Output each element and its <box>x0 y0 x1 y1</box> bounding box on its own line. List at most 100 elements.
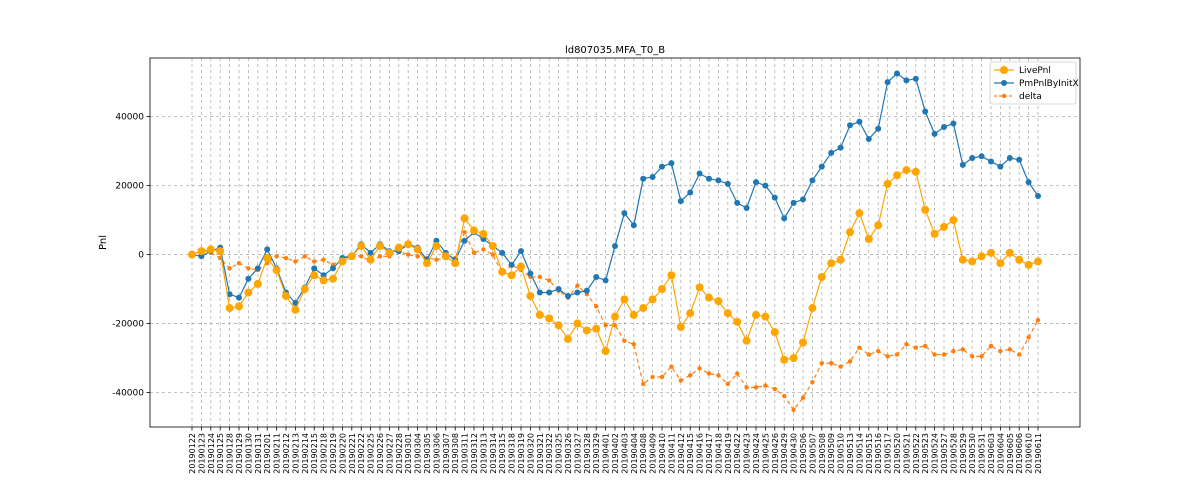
data-point-LivePnl <box>413 245 422 254</box>
x-tick-label: 20190131 <box>254 433 263 474</box>
x-tick-label: 20190508 <box>818 433 827 474</box>
data-point-LivePnl <box>752 310 760 319</box>
x-tick-label: 20190320 <box>526 433 535 474</box>
data-point-LivePnl <box>761 312 770 321</box>
x-tick-label: 20190122 <box>188 433 197 474</box>
x-tick-label: 20190423 <box>743 433 752 474</box>
data-point-PmPnlByInitX <box>837 144 844 151</box>
data-point-LivePnl <box>705 293 713 302</box>
data-point-PmPnlByInitX <box>254 265 261 272</box>
data-point-LivePnl <box>846 228 854 237</box>
data-point-delta <box>622 338 627 343</box>
x-tick-label: 20190521 <box>902 433 911 474</box>
data-point-PmPnlByInitX <box>546 289 553 296</box>
x-tick-label: 20190321 <box>536 433 545 474</box>
data-point-delta <box>970 354 975 359</box>
x-tick-label: 20190201 <box>263 433 272 474</box>
data-point-PmPnlByInitX <box>687 189 694 196</box>
data-point-delta <box>1035 317 1041 323</box>
data-point-PmPnlByInitX <box>912 75 919 82</box>
legend-box <box>989 61 1077 105</box>
x-tick-label: 20190125 <box>216 433 225 474</box>
x-tick-label: 20190315 <box>498 433 507 474</box>
x-tick-label: 20190411 <box>667 433 676 474</box>
data-point-delta <box>791 407 796 412</box>
x-tick-label: 20190124 <box>207 433 216 474</box>
data-point-delta <box>960 347 965 352</box>
data-point-LivePnl <box>817 272 826 281</box>
x-tick-label: 20190313 <box>479 433 488 474</box>
data-point-delta <box>659 374 665 380</box>
x-tick-label: 20190523 <box>921 433 930 474</box>
data-point-delta <box>894 352 900 357</box>
data-point-LivePnl <box>338 257 347 266</box>
data-point-LivePnl <box>629 310 638 319</box>
x-tick-label: 20190403 <box>620 433 629 474</box>
data-point-LivePnl <box>723 309 732 318</box>
data-point-PmPnlByInitX <box>236 294 242 301</box>
data-point-PmPnlByInitX <box>640 175 647 182</box>
data-point-LivePnl <box>874 221 883 230</box>
data-point-LivePnl <box>235 302 243 311</box>
data-point-PmPnlByInitX <box>574 289 581 296</box>
data-point-LivePnl <box>253 279 262 288</box>
data-point-LivePnl <box>244 288 253 297</box>
legend-swatch-marker-delta <box>1001 93 1007 99</box>
data-point-delta <box>377 254 383 259</box>
x-tick-label: 20190528 <box>949 433 958 474</box>
data-point-LivePnl <box>310 271 319 280</box>
y-tick-label: 20000 <box>115 182 144 192</box>
x-tick-label: 20190429 <box>780 433 789 474</box>
data-point-LivePnl <box>282 291 290 300</box>
data-point-delta <box>594 304 599 309</box>
x-tick-label: 20190401 <box>602 433 611 474</box>
x-tick-label: 20190219 <box>329 433 338 474</box>
x-tick-label: 20190506 <box>799 433 808 474</box>
data-point-delta <box>283 255 289 261</box>
data-point-LivePnl <box>517 262 525 271</box>
data-point-LivePnl <box>1034 257 1042 266</box>
series-layer <box>188 70 1042 412</box>
data-point-LivePnl <box>263 254 272 263</box>
data-point-PmPnlByInitX <box>828 149 835 156</box>
data-point-PmPnlByInitX <box>367 249 374 256</box>
data-point-LivePnl <box>987 248 995 257</box>
data-point-LivePnl <box>206 245 215 254</box>
data-point-LivePnl <box>188 250 196 259</box>
data-point-delta <box>434 257 439 262</box>
x-tick-label: 20190520 <box>893 433 902 474</box>
data-point-PmPnlByInitX <box>508 261 515 268</box>
data-point-PmPnlByInitX <box>659 163 665 170</box>
x-tick-label: 20190410 <box>658 433 667 474</box>
data-point-LivePnl <box>620 295 629 304</box>
data-point-delta <box>678 378 683 383</box>
data-point-LivePnl <box>864 235 873 244</box>
data-point-PmPnlByInitX <box>330 265 336 272</box>
data-point-LivePnl <box>808 304 817 313</box>
data-point-delta <box>274 254 279 259</box>
data-point-delta <box>706 371 712 376</box>
data-point-delta <box>866 352 871 357</box>
x-tick-label: 20190301 <box>404 433 413 474</box>
y-tick-label: 40000 <box>115 113 144 123</box>
data-point-LivePnl <box>911 167 920 176</box>
data-point-LivePnl <box>780 355 789 364</box>
x-tick-label: 20190514 <box>855 433 864 474</box>
x-tick-label: 20190416 <box>696 433 705 474</box>
x-tick-label: 20190515 <box>865 433 874 474</box>
x-tick-label: 20190328 <box>583 433 592 474</box>
data-point-delta <box>923 343 928 349</box>
data-point-PmPnlByInitX <box>612 242 618 249</box>
data-point-LivePnl <box>582 326 591 335</box>
data-point-PmPnlByInitX <box>762 182 769 189</box>
data-point-delta <box>847 359 853 364</box>
data-point-delta <box>1017 352 1022 357</box>
x-tick-label: 20190611 <box>1034 433 1043 474</box>
x-tick-label: 20190314 <box>489 433 498 474</box>
x-tick-label: 20190522 <box>912 433 921 474</box>
x-tick-label: 20190605 <box>1006 433 1015 474</box>
x-tick-label: 20190221 <box>348 433 357 474</box>
data-point-PmPnlByInitX <box>715 177 722 184</box>
y-axis-label: Pnl <box>98 235 109 250</box>
